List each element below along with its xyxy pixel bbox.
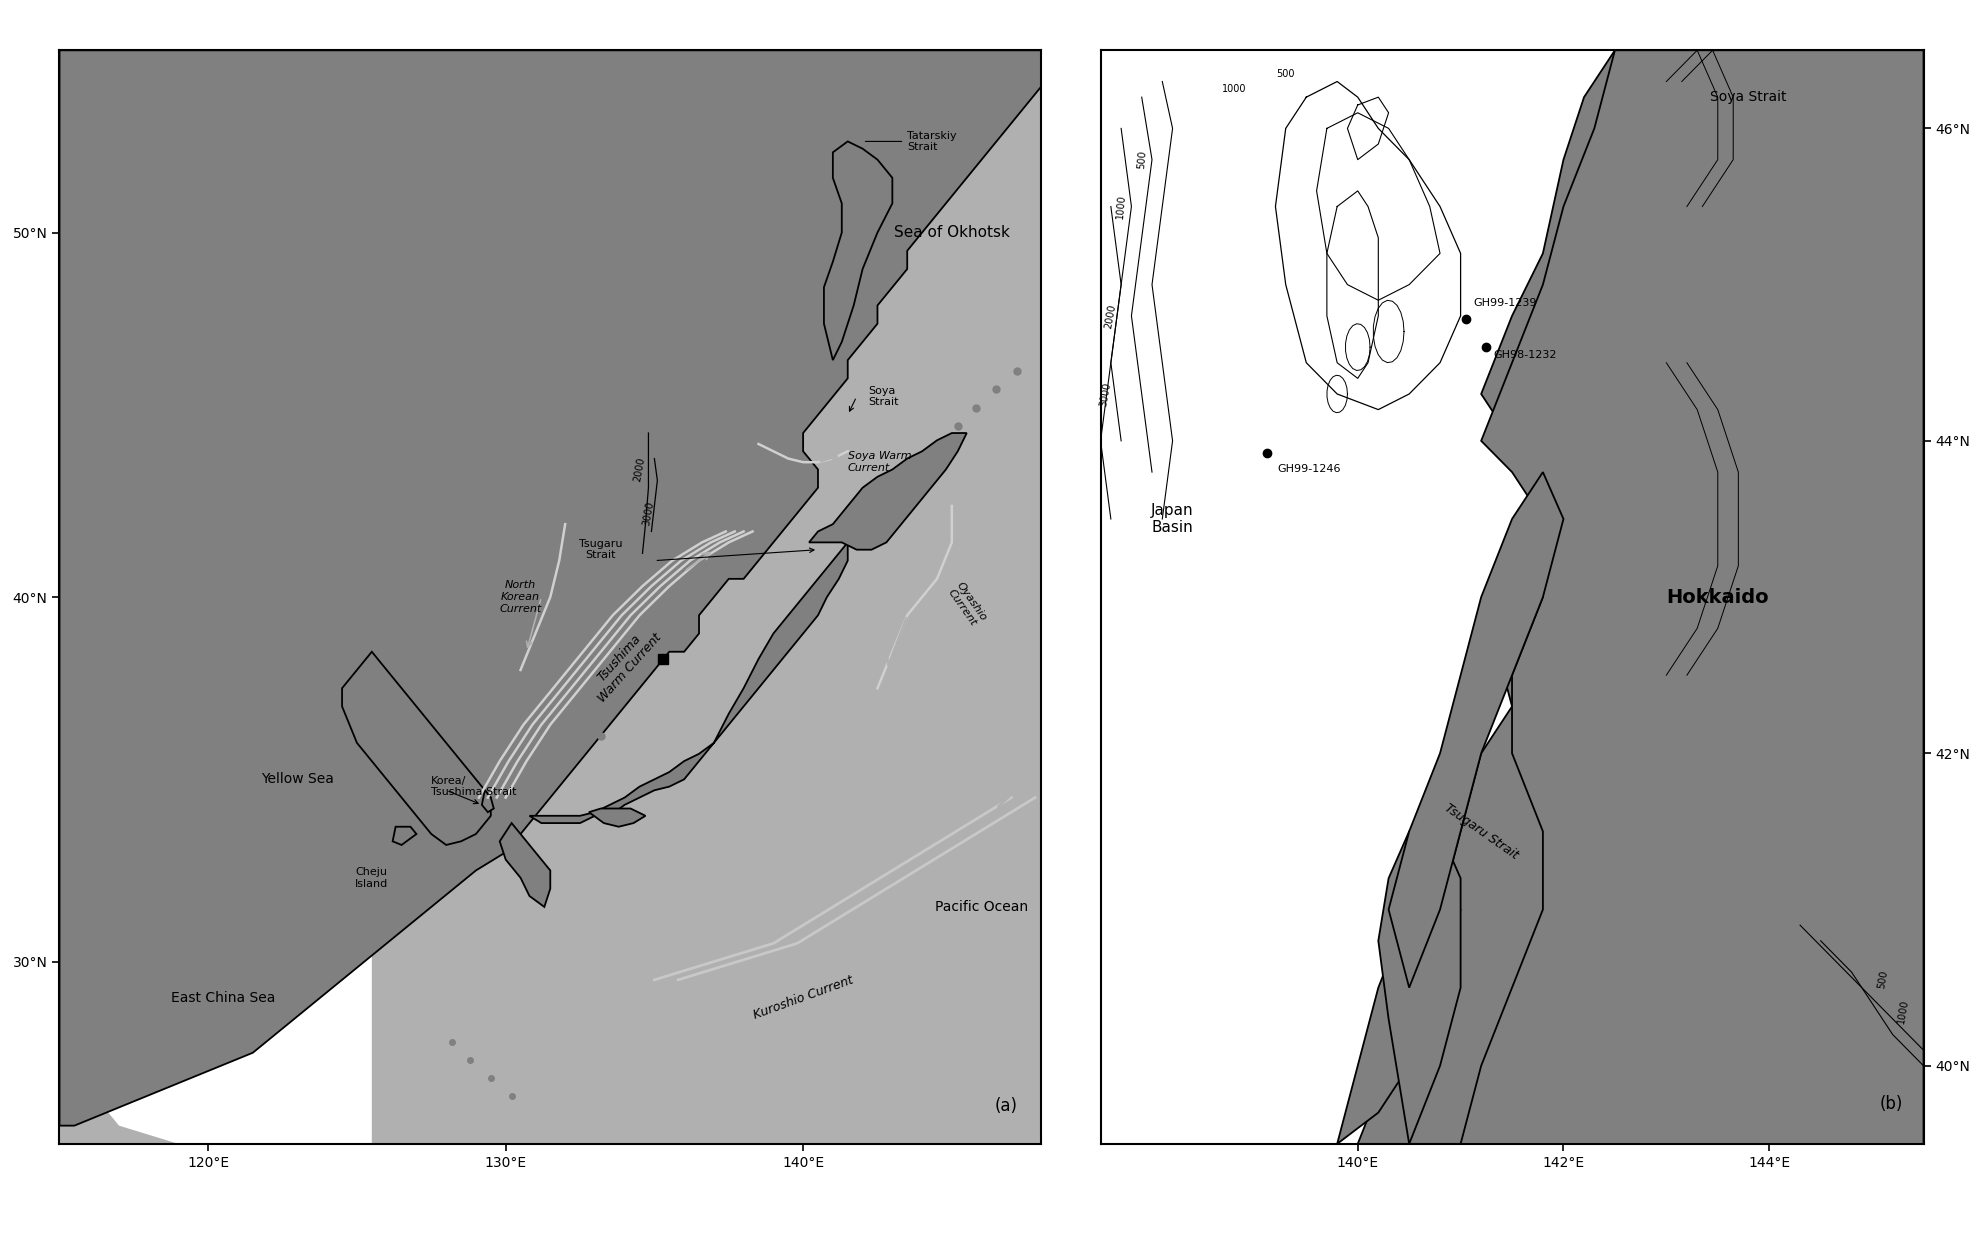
Text: 500: 500: [1875, 970, 1889, 989]
Polygon shape: [589, 808, 644, 827]
Text: Japan
Basin: Japan Basin: [1152, 503, 1193, 535]
Polygon shape: [529, 543, 848, 823]
Polygon shape: [341, 651, 490, 845]
Polygon shape: [499, 823, 549, 908]
Text: Cheju
Island: Cheju Island: [355, 867, 388, 889]
Text: Soya Warm
Current: Soya Warm Current: [848, 451, 912, 473]
Polygon shape: [1377, 831, 1461, 1144]
Polygon shape: [823, 141, 892, 360]
Polygon shape: [1387, 473, 1562, 988]
Text: Soya
Strait: Soya Strait: [868, 386, 898, 407]
Text: 2000: 2000: [1104, 303, 1118, 329]
Text: Oyashio
Current: Oyashio Current: [945, 579, 987, 628]
Polygon shape: [1336, 879, 1461, 1144]
Text: 500: 500: [1136, 150, 1148, 170]
Text: 1000: 1000: [1114, 194, 1126, 219]
Text: GH99-1246: GH99-1246: [1276, 464, 1340, 474]
Text: 500: 500: [1276, 69, 1294, 79]
Polygon shape: [392, 827, 416, 845]
Text: North
Korean
Current: North Korean Current: [499, 581, 541, 613]
Text: Sea of Okhotsk: Sea of Okhotsk: [894, 225, 1009, 240]
Text: GH99-1239: GH99-1239: [1473, 298, 1536, 308]
Text: Tatarskiy
Strait: Tatarskiy Strait: [864, 131, 957, 152]
Text: 1000: 1000: [1221, 84, 1247, 94]
Text: 3000: 3000: [1098, 381, 1112, 407]
Text: Tsugaru Strait: Tsugaru Strait: [1441, 801, 1520, 861]
Polygon shape: [809, 432, 965, 549]
Text: 2000: 2000: [632, 456, 646, 483]
Polygon shape: [1358, 50, 1923, 1144]
Text: Pacific Ocean: Pacific Ocean: [936, 900, 1027, 914]
Text: Hokkaido: Hokkaido: [1665, 587, 1768, 607]
Text: (b): (b): [1879, 1095, 1903, 1112]
Text: 1000: 1000: [1895, 998, 1909, 1024]
Text: Soya Strait: Soya Strait: [1710, 91, 1786, 104]
Text: East China Sea: East China Sea: [170, 991, 275, 1006]
Polygon shape: [1461, 50, 1923, 1144]
Polygon shape: [59, 50, 1041, 1126]
Text: 3000: 3000: [640, 500, 656, 527]
Text: Yellow Sea: Yellow Sea: [262, 772, 333, 787]
Text: Tsugaru
Strait: Tsugaru Strait: [579, 539, 622, 561]
Text: Korea/
Tsushima Strait: Korea/ Tsushima Strait: [430, 776, 517, 797]
Text: Kuroshio Current: Kuroshio Current: [751, 974, 854, 1022]
Text: Tsushima
Warm Current: Tsushima Warm Current: [585, 621, 664, 705]
Polygon shape: [89, 50, 817, 1144]
Text: GH98-1232: GH98-1232: [1492, 349, 1556, 360]
Text: (a): (a): [993, 1096, 1017, 1115]
Polygon shape: [482, 791, 494, 812]
